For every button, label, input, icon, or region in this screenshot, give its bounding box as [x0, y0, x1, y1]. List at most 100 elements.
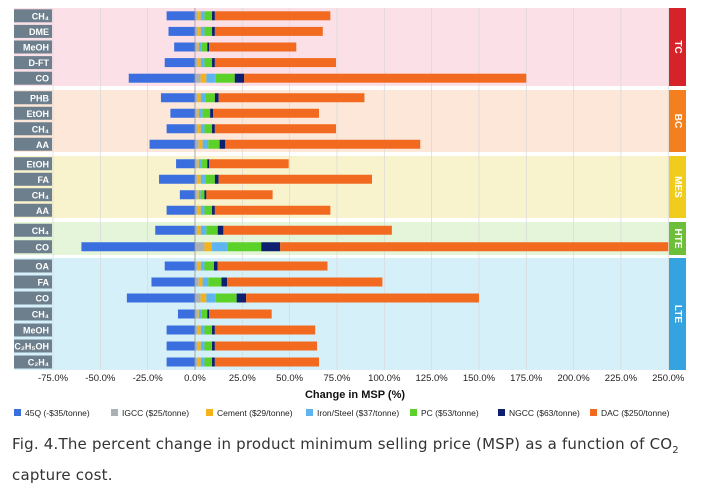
bar-iron-steel [200, 225, 207, 235]
caption-text: Fig. 4.The percent change in product min… [12, 435, 673, 453]
bar-ngcc [212, 325, 215, 335]
legend-label: IGCC ($25/tonne) [122, 408, 189, 418]
bar-45q [166, 325, 195, 335]
bar-dac [214, 325, 316, 335]
bar-igcc [195, 341, 198, 351]
bar-dac [214, 26, 323, 36]
bar-45q [174, 42, 195, 52]
x-tick-label: 125.0% [416, 373, 449, 384]
legend-swatch [590, 409, 597, 416]
bar-ngcc [217, 225, 224, 235]
bar-pc [208, 139, 220, 149]
bar-cement [196, 309, 199, 319]
bar-ngcc [207, 42, 210, 52]
bar-igcc [195, 325, 198, 335]
x-tick-label: -50.0% [85, 373, 116, 384]
bar-iron-steel [198, 190, 201, 200]
legend-swatch [14, 409, 21, 416]
row-label: CO [36, 74, 50, 84]
legend-label: DAC ($250/tonne) [601, 408, 670, 418]
row-label: CO [36, 242, 50, 252]
bar-45q [81, 242, 195, 252]
bar-ngcc [212, 124, 215, 134]
bar-dac [214, 124, 337, 134]
x-tick-label: 75.0% [324, 373, 351, 384]
bar-45q [159, 174, 195, 184]
bar-pc [215, 293, 237, 303]
bar-cement [197, 225, 201, 235]
row-label: OA [36, 262, 50, 272]
bar-dac [214, 11, 331, 21]
bar-pc [201, 309, 208, 319]
bar-iron-steel [200, 261, 205, 271]
bar-iron-steel [212, 242, 228, 252]
row-label: CH₄ [32, 226, 49, 236]
row-label-box [14, 355, 52, 369]
bar-dac [225, 139, 421, 149]
row-label: FA [37, 175, 49, 185]
bar-ngcc [207, 309, 210, 319]
bar-iron-steel [200, 341, 205, 351]
bar-igcc [195, 139, 199, 149]
row-label-box [14, 223, 52, 237]
legend-swatch [111, 409, 118, 416]
group-tab-hte [669, 222, 686, 255]
row-label: D-FT [29, 58, 50, 68]
bar-45q [149, 139, 195, 149]
bar-iron-steel [200, 325, 205, 335]
bar-45q [164, 58, 195, 68]
x-tick-label: 200.0% [557, 373, 590, 384]
bar-45q [179, 190, 195, 200]
row-label-box [14, 339, 52, 353]
row-label: MeOH [23, 326, 49, 336]
bar-pc [227, 242, 262, 252]
bar-cement [196, 42, 199, 52]
band-tc [14, 8, 669, 86]
bar-dac [212, 108, 319, 118]
group-label: HTE [672, 229, 683, 249]
bar-igcc [195, 261, 198, 271]
bar-iron-steel [198, 159, 202, 169]
row-label: EtOH [27, 109, 50, 119]
bar-cement [197, 341, 201, 351]
bar-45q [176, 159, 195, 169]
bar-cement [197, 11, 201, 21]
row-label: C₂H₅OH [14, 342, 49, 352]
row-label-box [14, 259, 52, 273]
bar-iron-steel [198, 108, 203, 118]
chart: CH₄ DME MeOH D-FT CO PHB EtOH CH₄ AA EtOH FA CH₄ AA C… [14, 8, 686, 418]
row-label-box [14, 106, 52, 120]
x-tick-label: 175.0% [510, 373, 543, 384]
bar-igcc [195, 190, 197, 200]
x-tick-label: 225.0% [605, 373, 638, 384]
bar-igcc [195, 108, 197, 118]
legend-swatch [410, 409, 417, 416]
bar-ngcc [212, 11, 215, 21]
bar-dac [227, 277, 383, 287]
bar-pc [204, 124, 213, 134]
bar-ngcc [219, 139, 226, 149]
bar-cement [197, 325, 201, 335]
bar-ngcc [212, 26, 215, 36]
bar-iron-steel [198, 42, 202, 52]
bar-ngcc [212, 205, 215, 215]
x-tick-label: -25.0% [133, 373, 164, 384]
bar-cement [197, 93, 201, 103]
group-label: BC [672, 114, 683, 128]
bar-pc [200, 190, 205, 200]
bar-pc [202, 108, 211, 118]
legend-label: NGCC ($63/tonne) [509, 408, 580, 418]
bar-45q [166, 124, 195, 134]
bar-ngcc [221, 277, 228, 287]
legend-swatch [206, 409, 213, 416]
group-tab-mes [669, 156, 686, 218]
bar-dac [206, 190, 273, 200]
row-label-box [14, 188, 52, 202]
bar-cement [198, 139, 203, 149]
row-label: CH₄ [32, 124, 49, 134]
bar-45q [166, 357, 195, 367]
bar-cement [197, 26, 201, 36]
legend-label: PC ($53/tonne) [421, 408, 479, 418]
bar-ngcc [261, 242, 281, 252]
legend-label: Iron/Steel ($37/tonne) [317, 408, 399, 418]
